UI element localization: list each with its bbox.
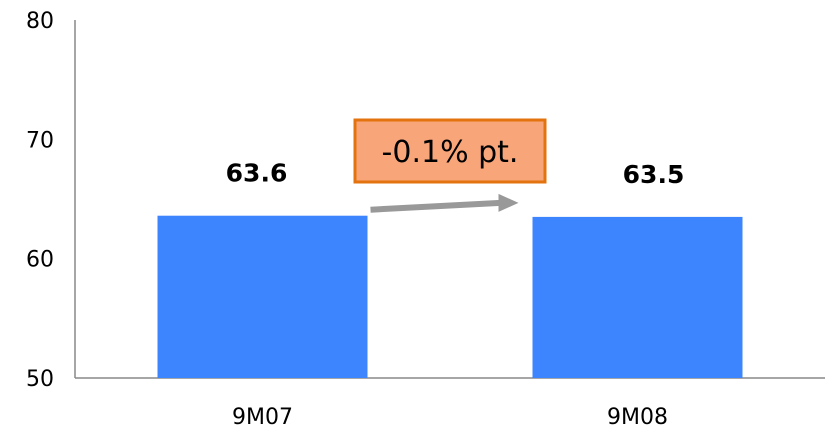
- change-arrow-shaft: [370, 199, 501, 213]
- y-tick-labels: 50 60 70 80: [26, 9, 54, 392]
- data-labels: 63.6 63.5: [226, 159, 685, 189]
- change-callout-box: [353, 118, 547, 184]
- y-tick-label: 60: [26, 248, 54, 273]
- bars: [157, 215, 743, 378]
- bar: [157, 215, 368, 378]
- x-tick-labels: 9M07 9M08: [232, 405, 668, 430]
- bar: [532, 216, 743, 378]
- x-axis: 9M07 9M08: [75, 377, 825, 430]
- change-arrow-head: [498, 193, 519, 212]
- change-callout-text: -0.1% pt.: [382, 135, 519, 170]
- data-label: 63.6: [226, 159, 288, 188]
- data-label: 63.5: [623, 160, 685, 189]
- y-tick-label: 50: [26, 367, 54, 392]
- y-tick-label: 70: [26, 128, 54, 153]
- change-annotation: -0.1% pt.: [353, 118, 547, 213]
- x-tick-label: 9M08: [607, 405, 668, 430]
- x-tick-label: 9M07: [232, 405, 293, 430]
- y-axis: 50 60 70 80: [26, 9, 76, 392]
- y-tick-label: 80: [26, 9, 54, 34]
